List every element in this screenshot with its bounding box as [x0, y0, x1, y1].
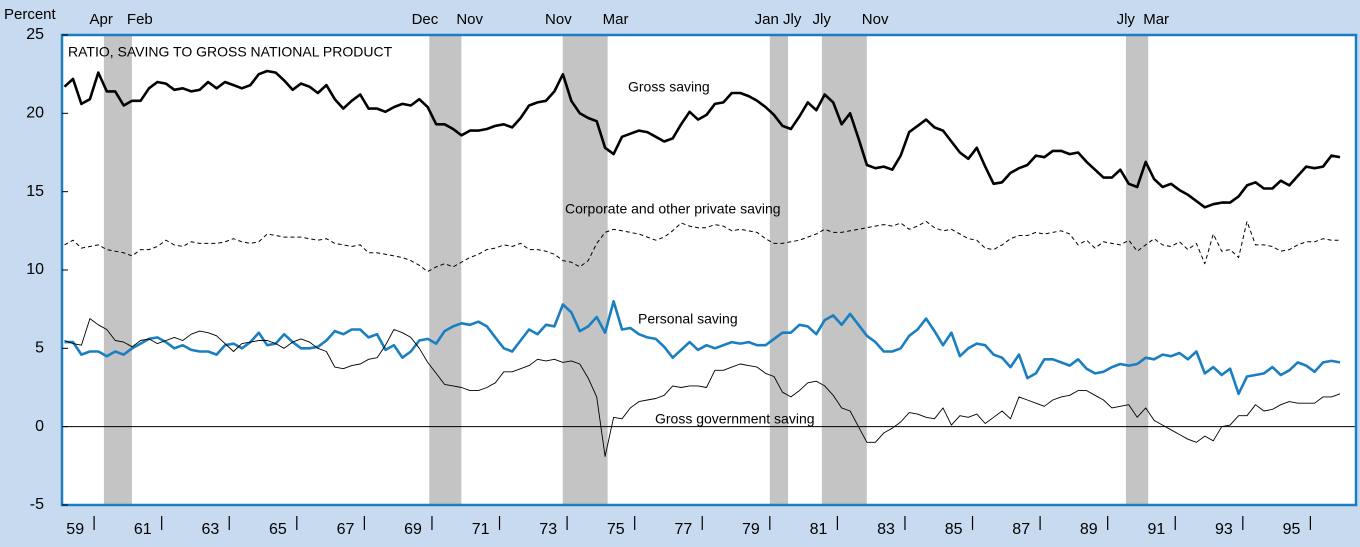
x-tick-label: 95	[1283, 521, 1301, 538]
y-tick-label: -5	[30, 496, 44, 513]
x-tick-label: 77	[674, 521, 692, 538]
recession-end-label: Jly	[783, 11, 802, 28]
x-tick-label: 61	[134, 521, 152, 538]
y-tick-label: 25	[26, 26, 44, 43]
x-tick-label: 73	[539, 521, 557, 538]
series-label: Personal saving	[638, 311, 738, 327]
recession-band	[429, 35, 462, 505]
x-tick-label: 85	[945, 521, 963, 538]
recession-start-label: Jly	[1117, 11, 1136, 28]
recession-band	[103, 35, 132, 505]
x-tick-label: 79	[742, 521, 760, 538]
x-tick-label: 67	[337, 521, 355, 538]
recession-end-label: Nov	[862, 11, 889, 28]
x-tick-label: 81	[810, 521, 828, 538]
series-line	[64, 220, 1340, 273]
y-tick-label: 20	[26, 105, 44, 122]
mark-layer	[62, 69, 1356, 457]
x-tick-label: 91	[1147, 521, 1165, 538]
y-tick-label: 10	[26, 261, 44, 278]
series-label: Gross government saving	[655, 411, 815, 427]
recession-band	[1125, 35, 1149, 505]
series-label: Gross saving	[628, 79, 710, 95]
chart-title: RATIO, SAVING TO GROSS NATIONAL PRODUCT	[68, 44, 393, 60]
x-tick-label: 63	[201, 521, 219, 538]
recession-start-label: Dec	[412, 11, 439, 28]
y-tick-label: 5	[35, 340, 44, 357]
recession-end-label: Mar	[603, 11, 629, 28]
x-tick-label: 59	[66, 521, 84, 538]
x-tick-label: 87	[1012, 521, 1030, 538]
recession-band	[562, 35, 608, 505]
recession-start-label: Jan	[755, 11, 779, 28]
x-tick-label: 89	[1080, 521, 1098, 538]
x-tick-label: 71	[472, 521, 490, 538]
series-line	[64, 300, 1341, 396]
x-tick-label: 93	[1215, 521, 1233, 538]
series-line	[63, 69, 1341, 209]
y-axis-label: Percent	[4, 6, 57, 23]
recession-end-label: Feb	[127, 11, 153, 28]
x-tick-label: 69	[404, 521, 422, 538]
x-tick-label: 83	[877, 521, 895, 538]
x-tick-label: 65	[269, 521, 287, 538]
recession-end-label: Nov	[456, 11, 483, 28]
recession-start-label: Nov	[545, 11, 572, 28]
recession-band	[821, 35, 867, 505]
recession-start-label: Apr	[90, 11, 113, 28]
recession-start-label: Jly	[813, 11, 832, 28]
series-line	[64, 318, 1341, 457]
y-tick-label: 15	[26, 183, 44, 200]
series-label: Corporate and other private saving	[565, 201, 781, 217]
recession-end-label: Mar	[1143, 11, 1169, 28]
x-tick-label: 75	[607, 521, 625, 538]
plot-area	[62, 35, 1356, 505]
y-tick-label: 0	[35, 418, 44, 435]
recession-band	[769, 35, 789, 505]
